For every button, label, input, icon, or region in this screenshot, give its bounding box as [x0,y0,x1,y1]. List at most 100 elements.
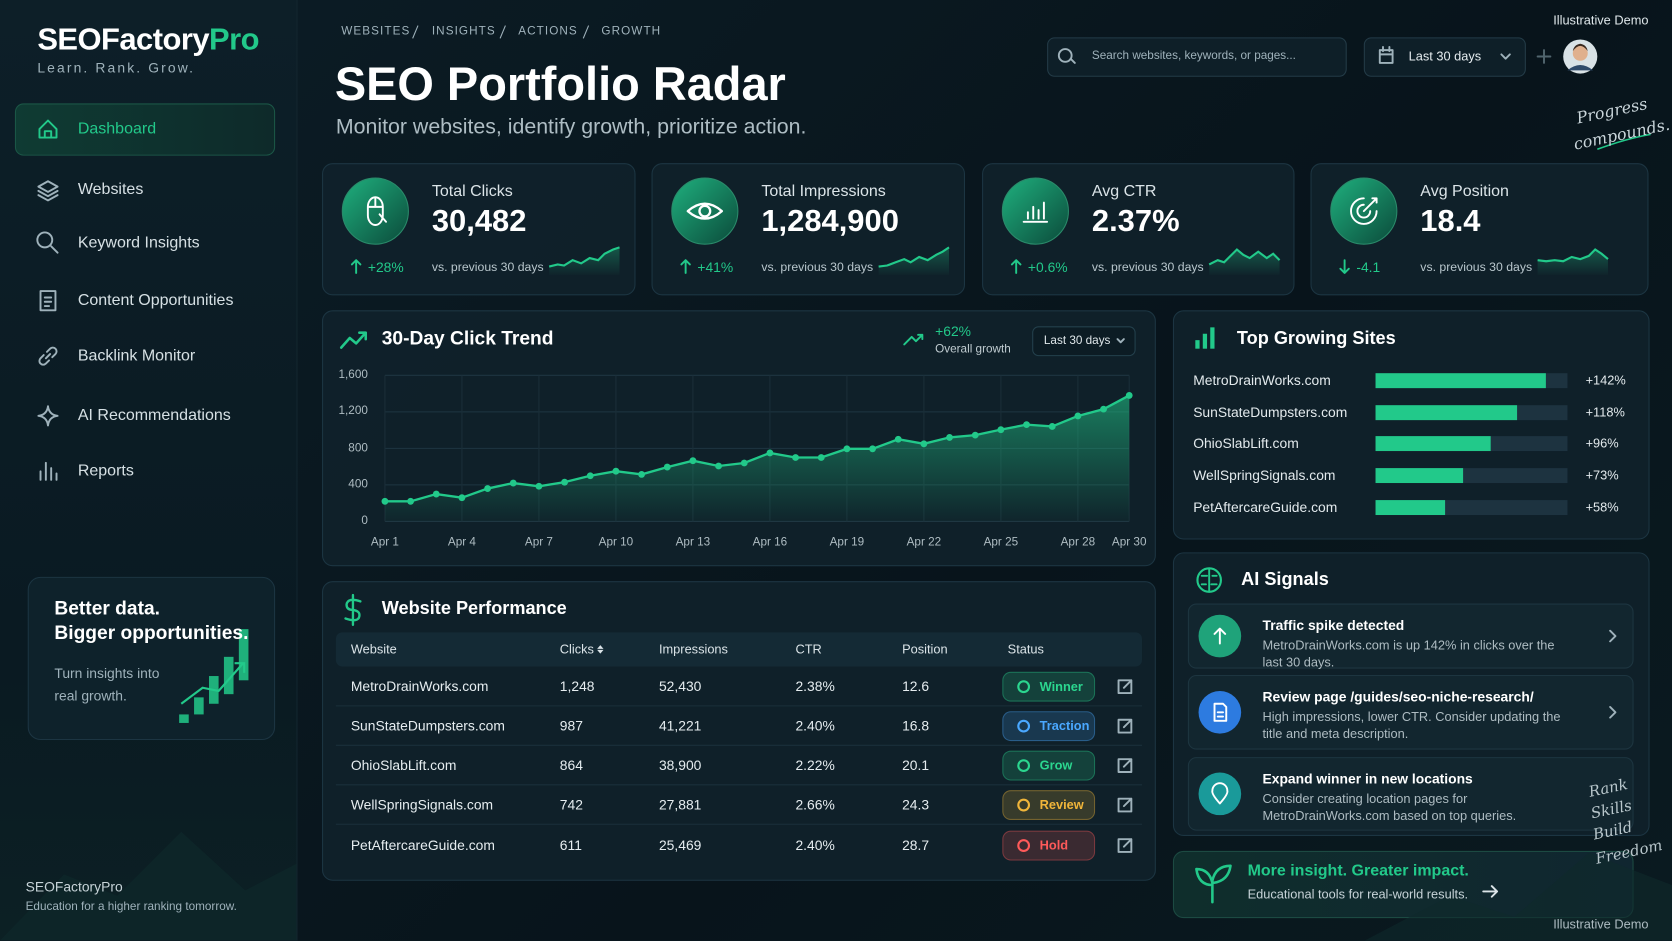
status-pill [1002,830,1096,861]
promo-title: Bigger opportunities. [54,621,249,644]
x-tick-label: Apr 19 [829,535,865,549]
x-tick-label: Apr 25 [983,535,1019,549]
kpi-value: 1,284,900 [761,204,899,239]
signal-item[interactable] [1187,674,1634,750]
cell: 27,881 [658,796,702,813]
nav-active[interactable] [14,103,276,156]
range-label: Last 30 days [1043,334,1111,347]
x-tick-label: Apr 1 [370,535,399,549]
y-tick-label: 400 [348,477,368,491]
growth-label: Overall growth [935,342,1011,356]
status-label: Hold [1039,837,1069,853]
breadcrumb: INSIGHTS [431,24,496,38]
cell: OhioSlabLift.com [350,757,457,774]
site-name: MetroDrainWorks.com [1193,372,1331,389]
nav-label: Reports [77,461,134,480]
nav-label: Backlink Monitor [77,346,196,365]
status-label: Winner [1039,679,1083,694]
kpi-label: Avg CTR [1091,182,1157,201]
cell: 12.6 [902,678,930,695]
brand: SEOFactoryPro [37,22,259,59]
cell: 1,248 [559,678,595,695]
x-tick-label: Apr 10 [598,535,634,549]
cell: 28.7 [902,837,930,854]
cell: 20.1 [902,757,930,774]
nav-item[interactable] [15,448,275,495]
kpi-label: Total Clicks [431,182,513,201]
column-header: Position [902,641,948,657]
bar-label: +118% [1585,404,1625,420]
cell: 2.66% [795,796,835,813]
column-header: Website [350,641,397,657]
cell: 2.22% [795,757,835,774]
card-title: Website Performance [381,597,567,619]
kpi-label: Total Impressions [761,182,886,201]
kpi-value: 2.37% [1091,204,1180,239]
signal-text: High impressions, lower CTR. Consider up… [1262,709,1561,742]
search-box[interactable] [1047,37,1347,77]
breadcrumb-separator [499,25,506,39]
status-label: Traction [1039,718,1090,734]
kpi-change: -4.1 [1356,259,1381,276]
x-tick-label: Apr 22 [906,535,942,549]
icon-plus [1536,49,1552,64]
x-tick-label: Apr 4 [447,535,476,549]
bar-label: +142% [1585,372,1626,388]
table-header [335,632,1143,667]
cell: SunStateDumpsters.com [350,717,505,734]
card-title: AI Signals [1241,569,1329,590]
breadcrumb: ACTIONS [518,24,578,38]
page-title: SEO Portfolio Radar [334,58,786,111]
cell: 864 [559,757,583,774]
y-tick-label: 1,600 [338,368,368,382]
cell: 38,900 [658,757,702,774]
brand-pro: Pro [208,23,259,58]
promo-title: Better data. [54,597,160,619]
avatar-body [1567,65,1594,71]
cell: 25,469 [658,837,702,854]
nav-label: Websites [77,180,144,199]
card-title: Top Growing Sites [1236,328,1396,349]
site-name: SunStateDumpsters.com [1193,404,1348,421]
status-pill [1002,711,1096,742]
kpi-compare: vs. previous 30 days [761,261,874,275]
cell: 52,430 [658,678,702,695]
kpi-value: 30,482 [431,204,527,239]
signal-title: Expand winner in new locations [1262,770,1473,787]
nav-item[interactable] [15,166,275,213]
signal-item[interactable] [1187,757,1634,831]
promo-card [27,576,276,741]
cell: 41,221 [658,717,702,734]
nav-label: Dashboard [77,119,157,138]
avatar-face [1572,45,1588,61]
x-tick-label: Apr 13 [675,535,711,549]
y-tick-label: 800 [348,441,368,455]
kpi-compare: vs. previous 30 days [1091,261,1204,275]
tagline: Learn. Rank. Grow. [37,59,196,76]
cell: PetAftercareGuide.com [350,837,495,854]
cell: 16.8 [902,717,930,734]
column-header: Clicks [559,641,594,657]
signal-title: Review page /guides/seo-niche-research/ [1262,688,1534,705]
breadcrumb: GROWTH [601,24,662,38]
demo-label: Illustrative Demo [1553,916,1649,932]
kpi-compare: vs. previous 30 days [431,261,544,275]
signal-item[interactable] [1187,603,1634,669]
cell: MetroDrainWorks.com [350,678,489,695]
cell: 2.40% [795,837,835,854]
nav-label: Keyword Insights [77,233,200,252]
kpi-value: 18.4 [1420,204,1481,239]
signal-text: Consider creating location pages for Met… [1262,791,1517,824]
signal-text: MetroDrainWorks.com is up 142% in clicks… [1262,637,1555,670]
column-header: CTR [795,641,822,657]
avatar [1563,39,1598,74]
bar-label: +58% [1585,499,1619,515]
avatar-hair [1572,43,1588,52]
kpi-change: +0.6% [1027,259,1068,276]
nav-label: Content Opportunities [77,291,234,310]
site-name: WellSpringSignals.com [1193,467,1336,484]
bar-label: +73% [1585,467,1619,483]
kpi-change: +41% [697,259,734,276]
chart-title: 30-Day Click Trend [381,327,554,349]
